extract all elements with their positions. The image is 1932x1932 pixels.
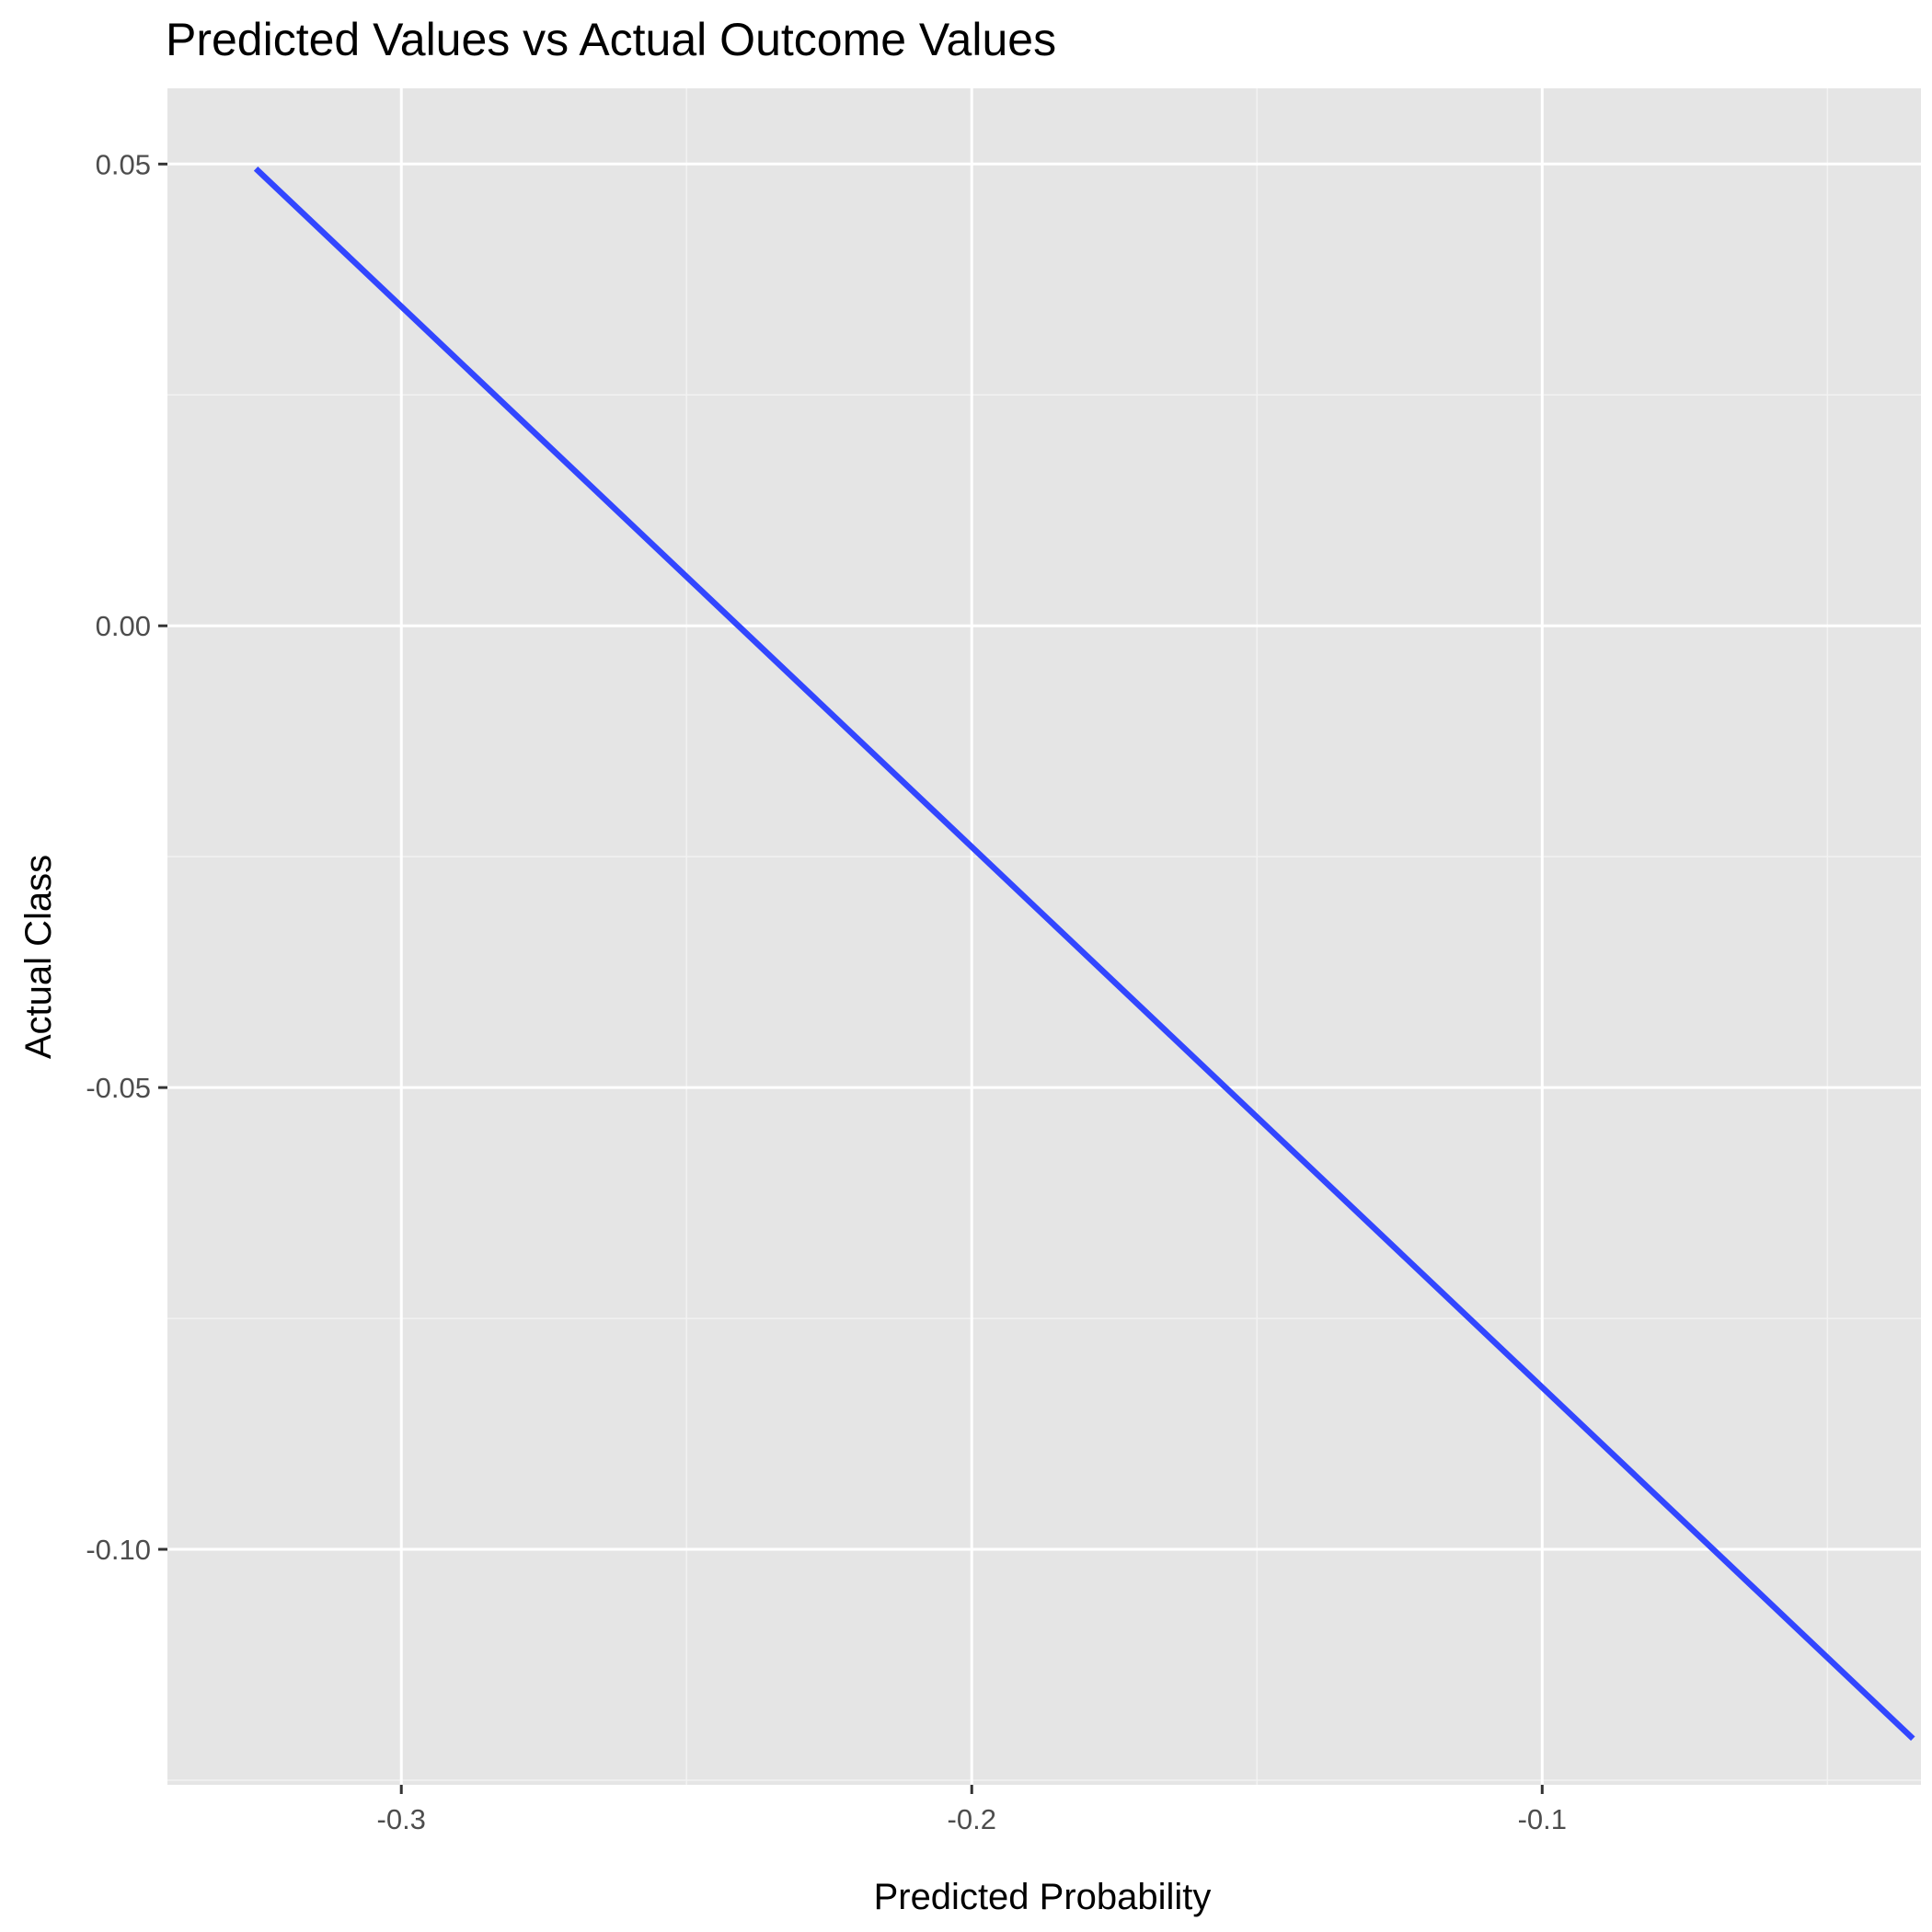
plot-panel (167, 88, 1921, 1785)
y-tick-label: 0.05 (96, 148, 151, 180)
chart-title: Predicted Values vs Actual Outcome Value… (166, 14, 1056, 65)
x-tick-label: -0.2 (948, 1803, 996, 1835)
series-line-1 (253, 166, 1915, 1742)
minor-gridlines (167, 88, 1921, 1785)
y-tick-label: -0.10 (86, 1534, 151, 1566)
x-axis: -0.3 -0.2 -0.1 (377, 1785, 1567, 1835)
y-axis-title: Actual Class (18, 855, 59, 1059)
y-tick-label: 0.00 (96, 610, 151, 642)
y-tick-label: -0.05 (86, 1072, 151, 1104)
series-group (253, 166, 1915, 1742)
x-tick-label: -0.3 (377, 1803, 426, 1835)
y-axis: -0.10 -0.05 0.00 0.05 (86, 148, 167, 1566)
plot-panel-background (167, 88, 1921, 1785)
major-gridlines (167, 88, 1921, 1785)
x-tick-label: -0.1 (1518, 1803, 1567, 1835)
x-axis-title: Predicted Probability (874, 1877, 1212, 1917)
